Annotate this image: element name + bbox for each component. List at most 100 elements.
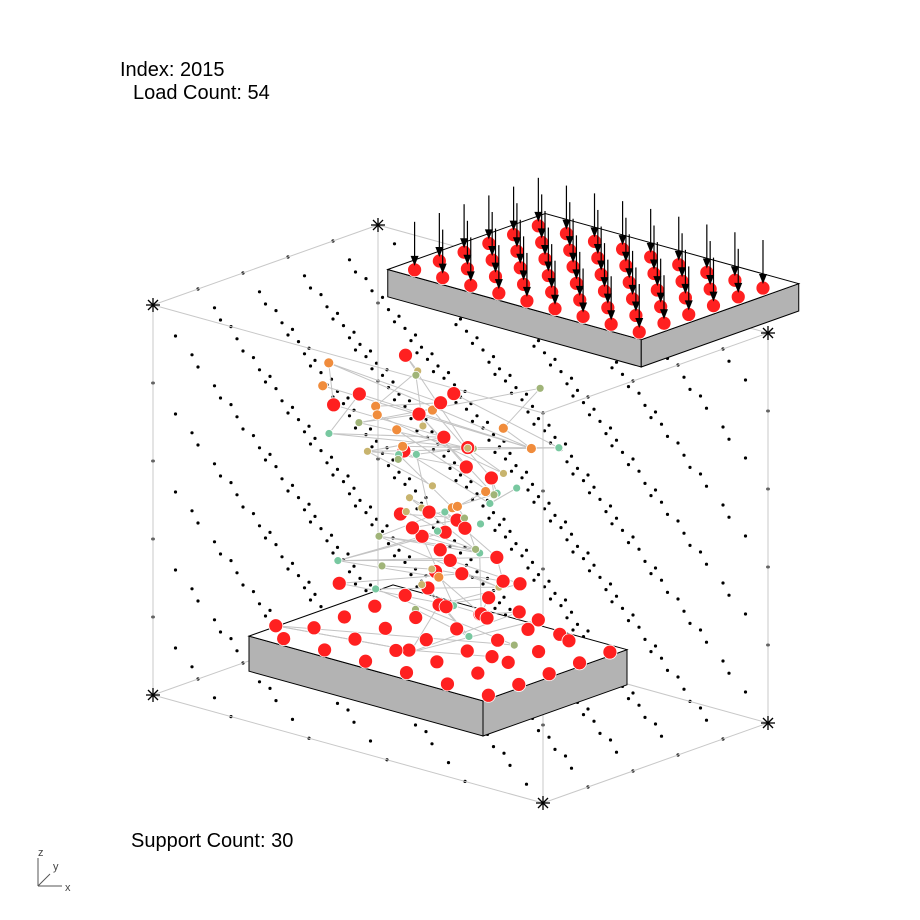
grid-dot bbox=[503, 535, 508, 539]
grid-dot bbox=[308, 364, 313, 368]
grid-dot bbox=[190, 587, 194, 591]
truss-member bbox=[503, 427, 532, 449]
grid-dot bbox=[335, 311, 340, 315]
grid-dot bbox=[526, 488, 530, 492]
truss-node bbox=[452, 501, 463, 512]
load-arrow-head bbox=[547, 278, 556, 289]
grid-dot bbox=[530, 482, 535, 486]
grid-dot bbox=[380, 529, 385, 534]
grid-dot bbox=[598, 497, 602, 501]
grid-dot bbox=[502, 751, 506, 755]
grid-dot bbox=[352, 720, 356, 724]
grid-dot bbox=[569, 610, 574, 614]
grid-dot bbox=[454, 323, 458, 327]
grid-dot bbox=[547, 501, 551, 505]
grid-dot bbox=[743, 378, 748, 382]
truss-node bbox=[323, 357, 335, 369]
grid-dot bbox=[508, 607, 512, 612]
grid-dot bbox=[547, 735, 551, 739]
grid-dot bbox=[286, 567, 290, 571]
truss-nodes bbox=[268, 347, 618, 703]
grid-dot bbox=[502, 595, 506, 599]
truss-node bbox=[398, 347, 413, 363]
grid-dot bbox=[430, 430, 434, 434]
load-arrow-head bbox=[488, 245, 497, 256]
grid-dot bbox=[649, 494, 653, 498]
truss-node bbox=[433, 395, 448, 411]
grid-dot bbox=[520, 554, 524, 558]
grid-dot bbox=[331, 551, 335, 555]
truss-node bbox=[405, 493, 414, 503]
truss-member bbox=[333, 404, 444, 438]
support-node bbox=[408, 610, 424, 625]
grid-dot bbox=[608, 426, 613, 430]
grid-dot bbox=[502, 517, 506, 521]
index-value: 2015 bbox=[180, 59, 225, 81]
grid-dot bbox=[698, 550, 703, 554]
grid-dot bbox=[452, 383, 457, 387]
truss-node bbox=[440, 507, 450, 517]
grid-dot bbox=[665, 512, 670, 517]
grid-dot bbox=[469, 480, 473, 484]
grid-dot bbox=[370, 289, 374, 293]
grid-dot bbox=[190, 431, 194, 435]
grid-dot bbox=[374, 361, 379, 365]
support-node bbox=[490, 632, 506, 648]
grid-dot bbox=[575, 388, 580, 392]
corner-marker-icon bbox=[147, 299, 159, 311]
grid-dot bbox=[290, 327, 295, 331]
grid-dot bbox=[268, 530, 272, 535]
load-arrow-head bbox=[565, 236, 574, 247]
grid-dot bbox=[370, 367, 374, 371]
grid-dot bbox=[263, 302, 268, 306]
load-arrow-head bbox=[702, 258, 711, 269]
truss-node bbox=[458, 459, 474, 475]
grid-dot bbox=[263, 380, 268, 384]
grid-dot bbox=[497, 367, 502, 371]
truss-node bbox=[401, 507, 411, 517]
truss-node bbox=[464, 632, 474, 641]
grid-dot bbox=[569, 376, 574, 380]
grid-dot bbox=[631, 535, 635, 539]
grid-dot bbox=[698, 394, 703, 398]
load-arrow-head bbox=[625, 268, 634, 279]
load-arrow-head bbox=[491, 262, 500, 273]
truss-member bbox=[438, 576, 482, 615]
truss-node bbox=[427, 404, 438, 416]
grid-dot bbox=[698, 628, 703, 632]
support-node bbox=[306, 620, 322, 636]
grid-dot bbox=[553, 591, 557, 596]
grid-dot bbox=[569, 454, 574, 458]
grid-dot bbox=[571, 550, 575, 554]
grid-dot bbox=[470, 419, 475, 423]
grid-dot bbox=[229, 637, 233, 641]
grid-dot bbox=[514, 386, 518, 390]
grid-dot bbox=[403, 326, 407, 330]
grid-dot bbox=[649, 650, 653, 654]
grid-dot bbox=[358, 342, 362, 346]
grid-dot bbox=[403, 404, 407, 408]
grid-dot bbox=[364, 589, 368, 593]
grid-dot bbox=[409, 417, 413, 421]
grid-dot bbox=[263, 536, 268, 540]
grid-dot bbox=[464, 485, 469, 489]
truss-node bbox=[414, 528, 430, 544]
load-arrow-head bbox=[410, 255, 419, 266]
grid-dot bbox=[587, 413, 592, 417]
grid-dot bbox=[368, 739, 373, 743]
grid-dot bbox=[659, 656, 664, 660]
grid-dot bbox=[653, 488, 658, 492]
grid-dot bbox=[481, 582, 485, 586]
grid-dot bbox=[257, 446, 262, 450]
grid-dot bbox=[592, 407, 596, 411]
grid-dot bbox=[493, 372, 497, 376]
box-edge bbox=[152, 694, 544, 804]
grid-dot bbox=[631, 457, 635, 461]
truss-node bbox=[489, 490, 499, 500]
grid-dot bbox=[475, 414, 479, 418]
grid-dot bbox=[268, 452, 272, 456]
grid-dot bbox=[508, 529, 512, 534]
grid-dot bbox=[493, 450, 497, 454]
grid-dot bbox=[548, 363, 553, 367]
